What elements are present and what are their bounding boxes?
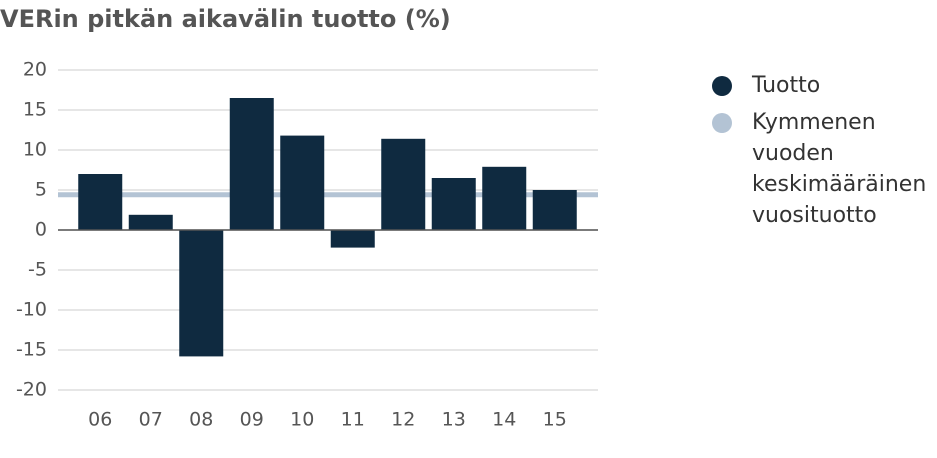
bar — [532, 190, 577, 230]
x-tick-label: 15 — [543, 409, 567, 431]
y-tick-label: -20 — [16, 379, 47, 401]
y-tick-label: -15 — [16, 339, 47, 361]
legend: Tuotto Kymmenen vuoden keskimääräinen vu… — [712, 70, 937, 237]
x-tick-label: 06 — [88, 409, 112, 431]
bar — [330, 230, 375, 248]
legend-label: Tuotto — [752, 73, 821, 98]
x-tick-label: 12 — [391, 409, 415, 431]
x-tick-label: 10 — [290, 409, 314, 431]
legend-item: Kymmenen vuoden keskimääräinen vuosituot… — [712, 107, 937, 231]
legend-swatch — [712, 76, 732, 96]
y-tick-label: 0 — [35, 219, 47, 241]
y-tick-label: 20 — [23, 59, 47, 81]
legend-label: Kymmenen vuoden keskimääräinen vuosituot… — [752, 110, 927, 228]
x-tick-label: 07 — [139, 409, 163, 431]
y-tick-label: -5 — [28, 259, 47, 281]
bar — [280, 135, 325, 230]
y-tick-label: 10 — [23, 139, 47, 161]
x-tick-label: 08 — [189, 409, 213, 431]
chart: VERin pitkän aikavälin tuotto (%) -20 -15… — [0, 5, 598, 431]
bar — [128, 214, 173, 230]
bar — [229, 98, 274, 230]
bar — [78, 174, 123, 230]
y-tick-label: -10 — [16, 299, 47, 321]
bar — [431, 178, 476, 230]
bar — [381, 138, 426, 230]
chart-title: VERin pitkän aikavälin tuotto (%) — [0, 5, 451, 33]
bar — [179, 230, 224, 357]
x-tick-label: 13 — [442, 409, 466, 431]
y-tick-label: 15 — [23, 99, 47, 121]
x-tick-label: 11 — [341, 409, 365, 431]
x-tick-label: 14 — [492, 409, 516, 431]
legend-item: Tuotto — [712, 70, 937, 101]
legend-swatch — [712, 113, 732, 133]
x-tick-label: 09 — [240, 409, 264, 431]
y-tick-label: 5 — [35, 179, 47, 201]
bar — [482, 166, 527, 230]
